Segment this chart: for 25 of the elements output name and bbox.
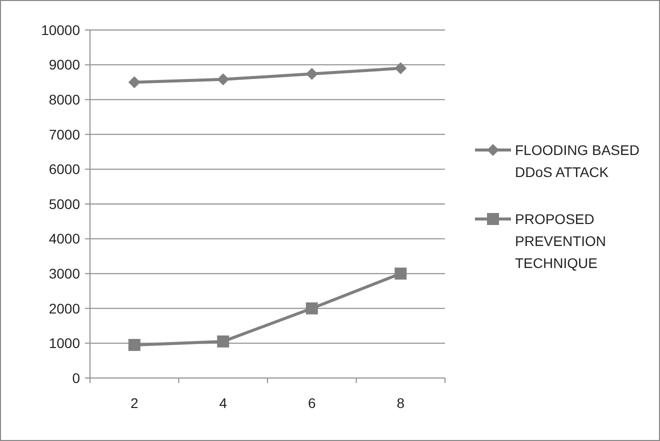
point — [306, 68, 318, 80]
y-tick-label: 6000 — [48, 161, 80, 178]
y-tick-label: 8000 — [48, 92, 80, 108]
y-tick-label: 10000 — [41, 22, 80, 38]
y-tick-label: 7000 — [48, 126, 80, 142]
y-tick-label: 1000 — [48, 335, 80, 352]
y-tick-label: 2000 — [48, 300, 80, 316]
y-tick-label: 3000 — [48, 266, 80, 282]
point — [394, 62, 407, 74]
point — [217, 335, 230, 348]
y-tick-label: 0 — [72, 370, 80, 386]
point — [306, 302, 318, 314]
y-tick-label: 4000 — [48, 230, 80, 247]
x-tick-label: 2 — [130, 395, 138, 411]
point — [394, 268, 407, 280]
point — [128, 338, 140, 351]
y-tick-label: 5000 — [48, 196, 80, 212]
point — [217, 73, 230, 86]
point — [128, 76, 140, 88]
legend-label: FLOODING BASED DDoS ATTACK — [515, 142, 640, 180]
x-tick-label: 8 — [396, 395, 405, 411]
legend-label: PROPOSED PREVENTION TECHNIQUE — [515, 210, 606, 271]
x-tick-label: 6 — [308, 395, 316, 411]
x-tick-label: 4 — [219, 395, 228, 411]
y-tick-label: 9000 — [48, 56, 80, 73]
